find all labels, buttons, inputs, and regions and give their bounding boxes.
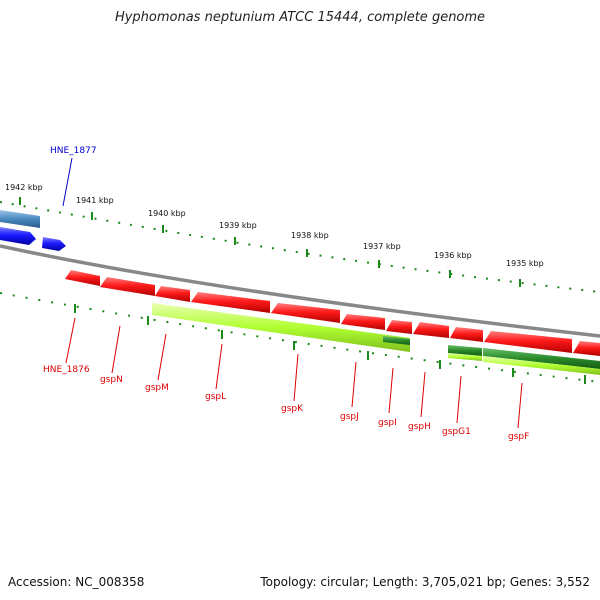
accession-label: Accession: NC_008358	[8, 575, 145, 589]
gene-gspG1[interactable]	[450, 327, 483, 342]
label-gspN[interactable]: gspN	[100, 375, 123, 385]
gene-gspJ[interactable]	[341, 314, 385, 330]
gene-gspI[interactable]	[386, 320, 412, 334]
label-hne1876[interactable]: HNE_1876	[43, 365, 90, 375]
gene-blue-1[interactable]	[0, 227, 36, 245]
cds-lime-1	[152, 303, 410, 352]
outer-tick-track	[0, 197, 600, 293]
scale-label-1939: 1939 kbp	[219, 221, 257, 230]
scale-label-1942: 1942 kbp	[5, 183, 43, 192]
genome-title: Hyphomonas neptunium ATCC 15444, complet…	[114, 10, 486, 25]
gene-gspF[interactable]	[484, 331, 572, 353]
gene-gspK[interactable]	[271, 303, 340, 323]
label-gspH[interactable]: gspH	[408, 422, 431, 432]
genome-backbone	[0, 244, 600, 338]
gene-label-lines	[65, 317, 523, 429]
scale-label-1938: 1938 kbp	[291, 231, 329, 240]
label-gspL[interactable]: gspL	[205, 392, 226, 402]
scale-label-1936: 1936 kbp	[434, 251, 472, 260]
gene-next[interactable]	[573, 341, 600, 356]
label-gspF[interactable]: gspF	[508, 432, 529, 442]
scale-label-1937: 1937 kbp	[363, 242, 401, 251]
inner-tick-track	[0, 292, 600, 384]
label-gspK[interactable]: gspK	[281, 404, 304, 414]
label-line-hne1877	[62, 157, 73, 207]
gene-hne1877[interactable]	[0, 210, 40, 228]
cds-dark-1	[383, 336, 410, 345]
label-gspM[interactable]: gspM	[145, 383, 169, 393]
label-hne1877[interactable]: HNE_1877	[50, 146, 97, 156]
scale-label-1941: 1941 kbp	[76, 196, 114, 205]
gene-blue-2[interactable]	[42, 237, 66, 251]
label-gspJ[interactable]: gspJ	[340, 412, 359, 422]
genome-summary: Topology: circular; Length: 3,705,021 bp…	[260, 575, 590, 589]
gene-gspH[interactable]	[413, 322, 449, 338]
gene-gspN[interactable]	[100, 277, 155, 296]
scale-label-1940: 1940 kbp	[148, 209, 186, 218]
label-gspI[interactable]: gspI	[378, 418, 397, 428]
scale-label-1935: 1935 kbp	[506, 259, 544, 268]
cds-dark-2	[448, 345, 482, 356]
gene-gspM[interactable]	[155, 286, 190, 302]
gene-hne1876[interactable]	[65, 270, 100, 286]
gene-gspL[interactable]	[191, 292, 270, 313]
cds-dark-3	[483, 348, 600, 369]
label-gspG1[interactable]: gspG1	[442, 427, 471, 437]
cds-lime-2	[448, 353, 482, 361]
cds-lime-3	[483, 356, 600, 375]
